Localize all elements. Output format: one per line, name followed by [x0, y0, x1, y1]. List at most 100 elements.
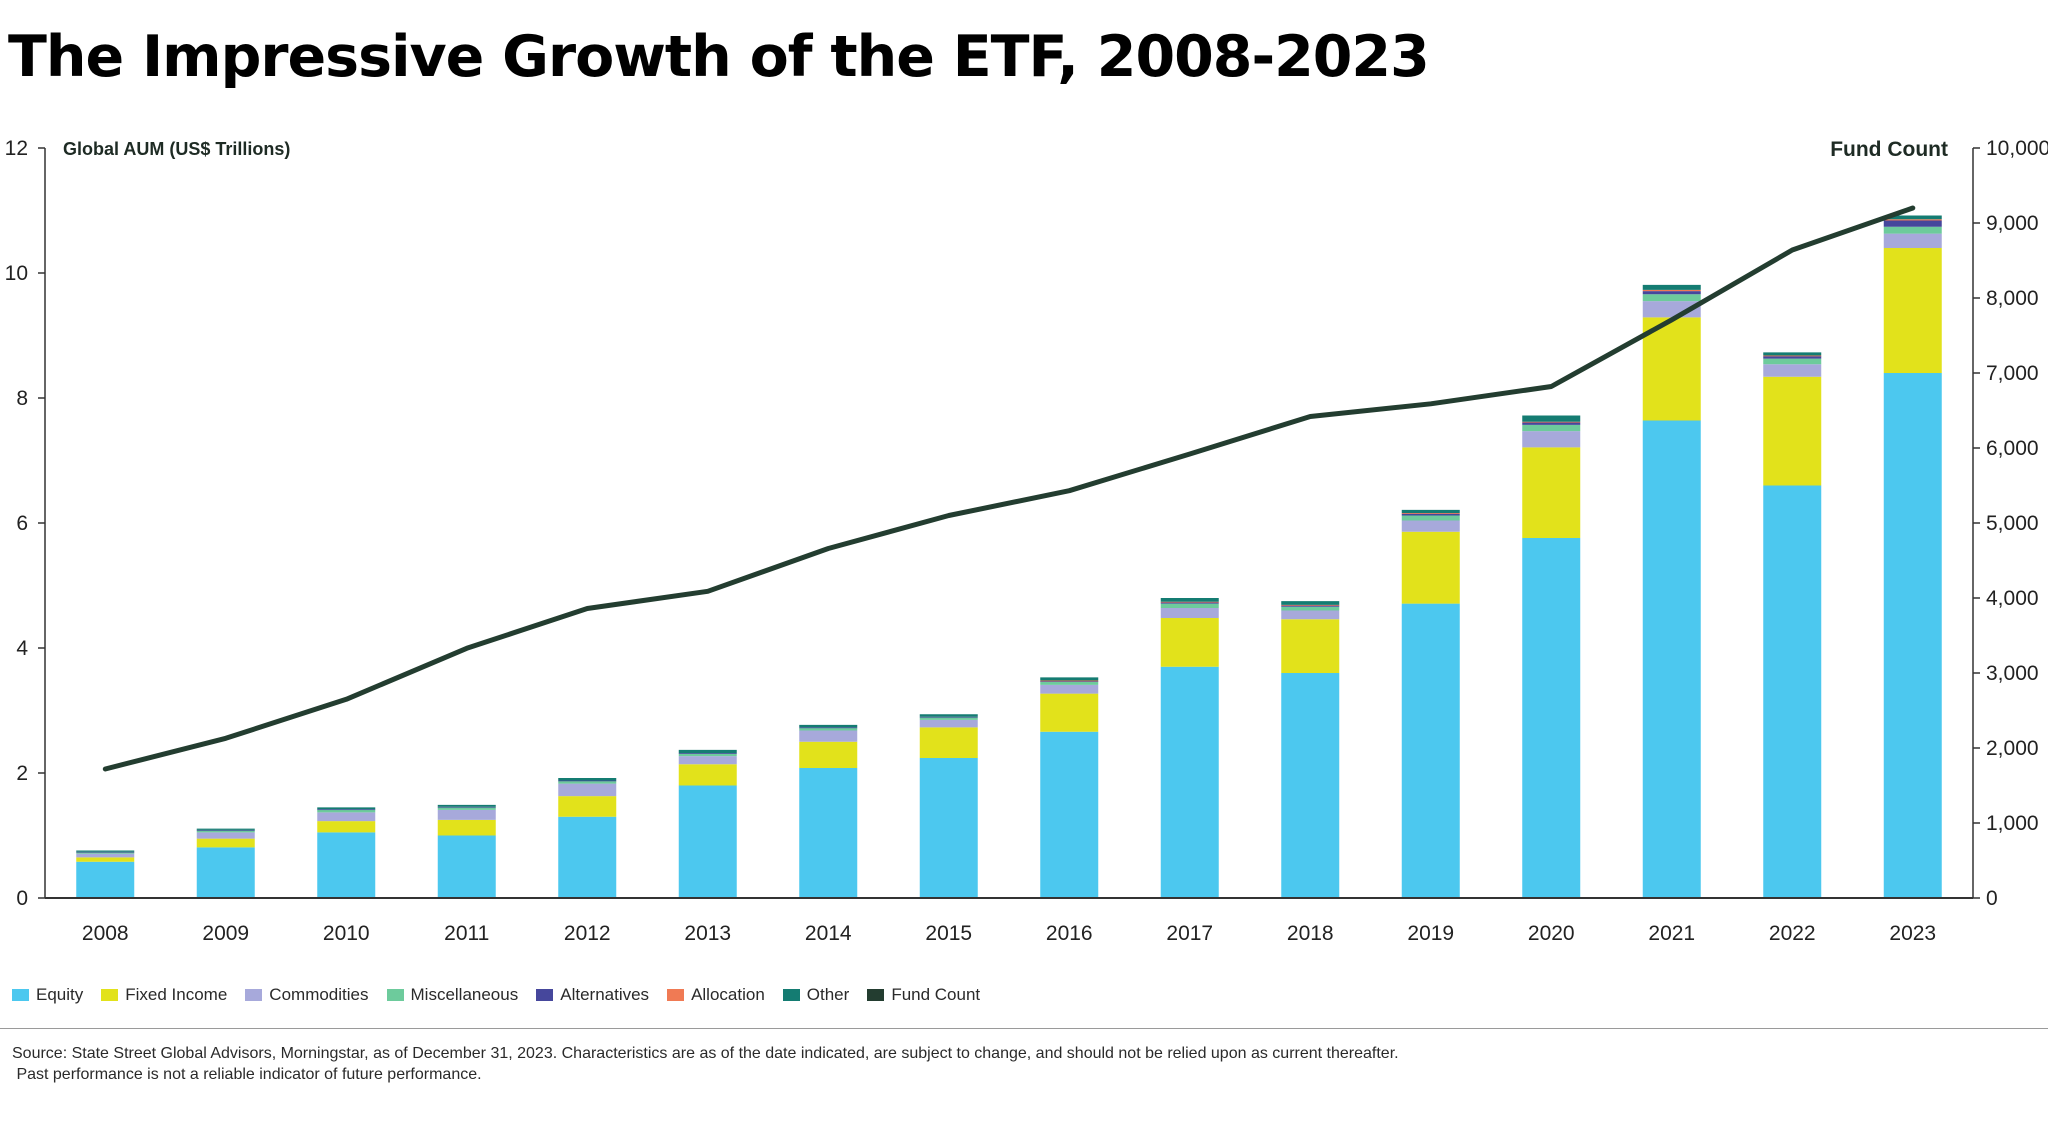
bar-allocation: [1401, 513, 1460, 514]
bar-other: [317, 807, 376, 810]
bar-alternatives: [196, 829, 255, 831]
x-tick-label: 2020: [1528, 922, 1575, 945]
x-tick-label: 2009: [202, 922, 249, 945]
bar-commodities: [1160, 608, 1219, 618]
bar-other: [1763, 352, 1822, 356]
x-tick-label: 2017: [1166, 922, 1213, 945]
bar-alternatives: [1522, 422, 1581, 425]
legend-label: Alternatives: [560, 985, 650, 1004]
bar-other: [437, 804, 496, 807]
bar-commodities: [799, 730, 858, 742]
bar-allocation: [1763, 355, 1822, 357]
bar-miscellaneous: [437, 807, 496, 810]
x-tick-label: 2013: [684, 922, 731, 945]
bar-alternatives: [1040, 681, 1099, 682]
bar-allocation: [1883, 219, 1942, 221]
legend-swatch: [536, 989, 554, 1001]
y-tick-label: 10: [5, 262, 28, 285]
y2-tick-label: 2,000: [1986, 737, 2039, 760]
bar-miscellaneous: [1763, 358, 1822, 365]
fund-count-line: [102, 205, 1916, 772]
y2-tick-label: 9,000: [1986, 212, 2039, 235]
x-tick-label: 2016: [1046, 922, 1093, 945]
bar-commodities: [678, 756, 737, 765]
bar-alternatives: [1401, 513, 1460, 516]
bar-miscellaneous: [1883, 226, 1942, 234]
bar-commodities: [1401, 520, 1460, 532]
bar-fixed-income: [1401, 531, 1460, 604]
bar-other: [1281, 601, 1340, 605]
bar-alternatives: [1883, 220, 1942, 227]
bar-fixed-income: [317, 821, 376, 833]
bar-other: [1883, 215, 1942, 220]
legend-item: Fixed Income: [101, 985, 227, 1005]
bar-commodities: [196, 832, 255, 839]
bar-miscellaneous: [558, 781, 617, 784]
x-tick-label: 2012: [564, 922, 611, 945]
x-tick-label: 2008: [82, 922, 129, 945]
bar-fixed-income: [1040, 693, 1099, 732]
bar-other: [196, 828, 255, 830]
bar-allocation: [1522, 421, 1581, 423]
bar-equity: [1401, 603, 1460, 898]
bar-other: [1401, 509, 1460, 513]
bar-alternatives: [76, 851, 135, 853]
legend-swatch: [867, 989, 885, 1001]
y2-tick-label: 6,000: [1986, 437, 2039, 460]
bar-equity: [799, 768, 858, 898]
bar-alternatives: [1281, 605, 1340, 607]
bar-miscellaneous: [678, 753, 737, 757]
bar-equity: [317, 832, 376, 898]
bar-miscellaneous: [799, 728, 858, 731]
y2-tick-label: 1,000: [1986, 812, 2039, 835]
page-title: The Impressive Growth of the ETF, 2008-2…: [8, 24, 1430, 90]
bar-commodities: [1763, 364, 1822, 377]
legend-item: Equity: [12, 985, 83, 1005]
bar-miscellaneous: [919, 717, 978, 720]
bar-equity: [1040, 731, 1099, 898]
bar-commodities: [558, 783, 617, 797]
y-tick-label: 2: [16, 762, 28, 785]
bar-equity: [558, 816, 617, 898]
bar-fixed-income: [1522, 447, 1581, 538]
bar-other: [919, 714, 978, 717]
chart-legend: Equity Fixed Income Commodities Miscellaneo…: [12, 985, 980, 1005]
bar-other: [558, 778, 617, 781]
y-tick-label: 6: [16, 512, 28, 535]
y2-axis-title: Fund Count: [1830, 138, 1948, 161]
bar-commodities: [437, 809, 496, 820]
bar-fixed-income: [437, 819, 496, 836]
bar-equity: [1763, 485, 1822, 898]
legend-label: Allocation: [691, 985, 765, 1004]
y2-tick-label: 0: [1986, 887, 1998, 910]
bar-commodities: [1040, 684, 1099, 694]
bar-equity: [678, 785, 737, 898]
bar-allocation: [1160, 601, 1219, 603]
bar-commodities: [317, 812, 376, 822]
x-tick-label: 2015: [925, 922, 972, 945]
y2-tick-label: 10,000: [1986, 137, 2048, 160]
bar-commodities: [919, 719, 978, 728]
x-tick-label: 2018: [1287, 922, 1334, 945]
legend-swatch: [386, 989, 404, 1001]
y-tick-label: 12: [5, 137, 28, 160]
bar-other: [799, 724, 858, 728]
source-note: Source: State Street Global Advisors, Mo…: [12, 1043, 1399, 1085]
bar-miscellaneous: [196, 830, 255, 833]
legend-item: Fund Count: [867, 985, 980, 1005]
bar-miscellaneous: [317, 809, 376, 813]
legend-label: Fund Count: [891, 985, 981, 1004]
legend-item: Alternatives: [536, 985, 649, 1005]
etf-growth-chart: 0 2 4 6 8 10 12 0 1,000 2,000 3,000 4,000 5,000 6,000…: [5, 137, 2048, 945]
y-tick-label: 0: [16, 887, 28, 910]
bar-miscellaneous: [1160, 603, 1219, 608]
legend-item: Miscellaneous: [386, 985, 518, 1005]
bar-equity: [1883, 373, 1942, 898]
bar-alternatives: [1160, 602, 1219, 604]
bar-equity: [76, 861, 135, 898]
bar-fixed-income: [799, 741, 858, 768]
y-tick-label: 8: [16, 387, 28, 410]
x-tick-label: 2022: [1769, 922, 1816, 945]
bar-other: [1160, 598, 1219, 602]
legend-swatch: [245, 989, 263, 1001]
